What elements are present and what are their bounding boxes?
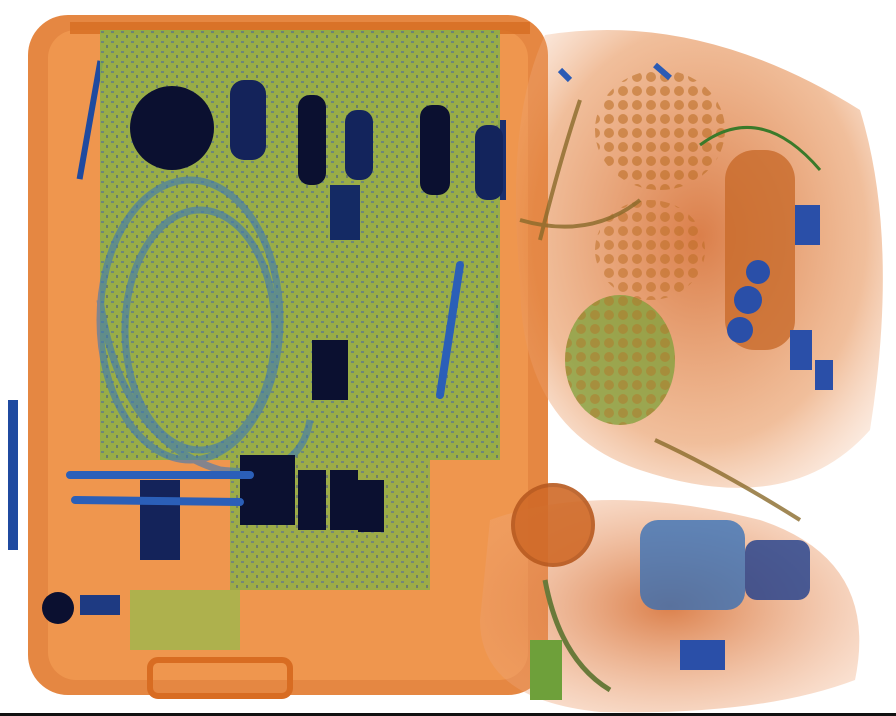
soft-bag-top: [515, 30, 883, 488]
cable-coil: [96, 176, 314, 475]
metal-rods: [66, 261, 464, 506]
wires: [519, 99, 802, 522]
bottom-frame-line: [0, 713, 896, 716]
dense-components: [42, 80, 503, 624]
soft-bag-bottom: [480, 483, 860, 713]
